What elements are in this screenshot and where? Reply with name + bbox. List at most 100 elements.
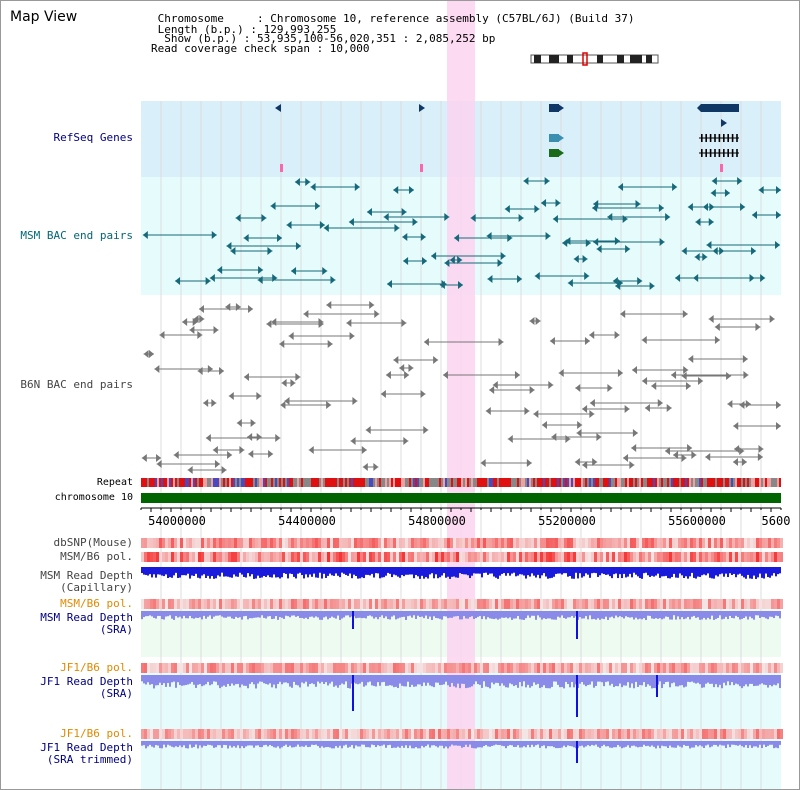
msm-b6-pol-sra-heat xyxy=(675,599,678,609)
msm-b6-pol-sra-heat xyxy=(546,599,549,609)
jf1-trim-depth-bar xyxy=(715,741,717,745)
jf1-b6-pol-heat xyxy=(777,663,780,673)
jf1-b6-pol-heat xyxy=(693,663,696,673)
jf1-depth-bar xyxy=(649,675,651,686)
repeat-segment xyxy=(597,478,599,487)
repeat-segment xyxy=(725,478,727,487)
msm-depth-capillary-bar xyxy=(693,567,695,578)
msm-depth-capillary-bar xyxy=(697,567,699,577)
jf1-b6-pol-heat xyxy=(690,663,693,673)
jf1-trim-depth-bar xyxy=(321,741,323,746)
jf1-b6-pol-heat xyxy=(699,663,702,673)
repeat-segment xyxy=(573,478,575,487)
repeat-segment xyxy=(693,478,695,487)
repeat-segment xyxy=(605,478,607,487)
track-label-b6n-bac[interactable]: B6N BAC end pairs xyxy=(20,379,133,391)
repeat-segment xyxy=(229,478,231,487)
track-label-msm-bac[interactable]: MSM BAC end pairs xyxy=(20,230,133,242)
msm-b6-pol-sra-heat xyxy=(621,599,624,609)
repeat-segment xyxy=(479,478,481,487)
msm-b6-pol-sra-heat xyxy=(711,599,714,609)
repeat-segment xyxy=(157,478,159,487)
repeat-segment xyxy=(213,478,215,487)
jf1-depth-bar xyxy=(593,675,595,688)
msm-b6-pol-heat xyxy=(249,552,252,562)
jf1-depth-bar xyxy=(729,675,731,685)
dbsnp-heat xyxy=(678,538,681,548)
dbsnp-heat xyxy=(519,538,522,548)
dbsnp-heat xyxy=(672,538,675,548)
jf1-depth-bar xyxy=(449,675,451,687)
msm-depth-capillary-bar xyxy=(713,567,715,579)
jf1-b6-pol-trim-heat xyxy=(633,729,636,739)
jf1-depth-bar xyxy=(551,675,553,687)
track-label-dbsnp[interactable]: dbSNP(Mouse) xyxy=(54,537,133,549)
jf1-b6-pol-trim-heat xyxy=(318,729,321,739)
jf1-trim-depth-bar xyxy=(245,741,247,746)
msm-depth-capillary-bar xyxy=(745,567,747,579)
jf1-trim-depth-bar xyxy=(775,741,777,748)
jf1-b6-pol-heat xyxy=(507,663,510,673)
msm-depth-sra-bar xyxy=(179,611,181,617)
track-label-jf1-b6-pol[interactable]: JF1/B6 pol. xyxy=(60,662,133,674)
jf1-b6-pol-heat xyxy=(723,663,726,673)
repeat-segment xyxy=(529,478,531,487)
jf1-b6-pol-trim-heat xyxy=(750,729,753,739)
msm-depth-sra-bar xyxy=(423,611,425,618)
repeat-segment xyxy=(625,478,627,487)
b6n-bac-pair-end xyxy=(142,454,147,462)
track-label-msm-b6-pol-sra[interactable]: MSM/B6 pol. xyxy=(60,598,133,610)
repeat-segment xyxy=(211,478,213,487)
msm-depth-sra-bar xyxy=(413,611,415,615)
msm-b6-pol-heat xyxy=(498,552,501,562)
msm-depth-sra-bar xyxy=(601,611,603,619)
msm-b6-pol-heat xyxy=(762,552,765,562)
msm-b6-pol-sra-heat xyxy=(672,599,675,609)
dbsnp-heat xyxy=(357,538,360,548)
repeat-segment xyxy=(765,478,767,487)
msm-depth-sra-bar xyxy=(295,611,297,617)
jf1-depth-bar xyxy=(399,675,401,684)
gene-exon xyxy=(701,134,703,142)
dbsnp-heat xyxy=(681,538,684,548)
jf1-trim-depth-bar xyxy=(607,741,609,746)
jf1-trim-depth-bar xyxy=(669,741,671,746)
dbsnp-heat xyxy=(408,538,411,548)
jf1-b6-pol-heat xyxy=(453,663,456,673)
msm-depth-capillary-bar xyxy=(565,567,567,573)
repeat-segment xyxy=(149,478,151,487)
dbsnp-heat xyxy=(294,538,297,548)
msm-b6-pol-heat xyxy=(609,552,612,562)
msm-depth-capillary-bar xyxy=(625,567,627,577)
jf1-depth-bar xyxy=(743,675,745,686)
msm-depth-capillary-bar xyxy=(245,567,247,578)
repeat-segment xyxy=(695,478,697,487)
jf1-depth-bar xyxy=(497,675,499,683)
jf1-b6-pol-trim-heat xyxy=(450,729,453,739)
msm-b6-pol-heat xyxy=(603,552,606,562)
repeat-segment xyxy=(415,478,417,487)
msm-b6-pol-sra-heat xyxy=(636,599,639,609)
track-label-jf1-b6-pol-trim[interactable]: JF1/B6 pol. xyxy=(60,728,133,740)
jf1-trim-depth-bar xyxy=(587,741,589,745)
jf1-b6-pol-heat xyxy=(732,663,735,673)
dbsnp-heat xyxy=(279,538,282,548)
jf1-trim-depth-bar xyxy=(159,741,161,748)
msm-b6-pol-sra-heat xyxy=(345,599,348,609)
msm-b6-pol-sra-heat xyxy=(570,599,573,609)
msm-depth-capillary-bar xyxy=(757,567,759,577)
msm-b6-pol-sra-heat xyxy=(423,599,426,609)
jf1-b6-pol-trim-heat xyxy=(636,729,639,739)
b6n-bac-pair-end xyxy=(227,451,232,459)
track-label-refseq[interactable]: RefSeq Genes xyxy=(54,132,133,144)
track-label-msm-b6-pol[interactable]: MSM/B6 pol. xyxy=(60,551,133,563)
jf1-b6-pol-trim-heat xyxy=(522,729,525,739)
dbsnp-heat xyxy=(435,538,438,548)
jf1-b6-pol-trim-heat xyxy=(696,729,699,739)
jf1-b6-pol-trim-heat xyxy=(657,729,660,739)
msm-depth-capillary-bar xyxy=(461,567,463,574)
dbsnp-heat xyxy=(483,538,486,548)
msm-depth-capillary-bar xyxy=(253,567,255,579)
dbsnp-heat xyxy=(216,538,219,548)
repeat-segment xyxy=(177,478,179,487)
